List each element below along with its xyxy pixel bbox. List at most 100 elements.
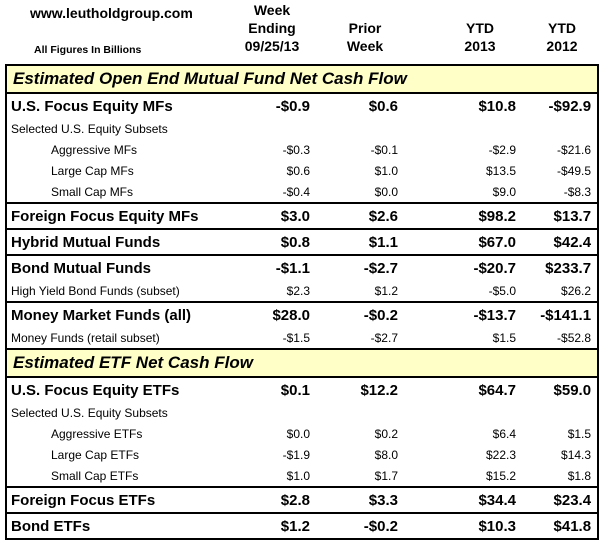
column-header-ytd-2012: YTD 2012: [546, 20, 578, 54]
table-cell: $9.0: [492, 184, 516, 199]
table-cell: $13.7: [522, 202, 600, 229]
table-cell: [522, 118, 600, 139]
table-row: Hybrid Mutual Funds $0.8 $1.1 $67.0 $42.4: [5, 228, 600, 255]
table-cell: $59.0: [522, 376, 600, 402]
table-cell: $0.2: [374, 426, 398, 441]
site-url: www.leutholdgroup.com: [30, 5, 193, 21]
row-label: Large Cap MFs: [5, 160, 239, 181]
table-row: High Yield Bond Funds (subset) $2.3 $1.2 -$…: [5, 280, 600, 302]
table-cell: [404, 118, 522, 139]
table-row: Small Cap ETFs $1.0 $1.7 $15.2 $1.8: [5, 465, 600, 487]
units-note: All Figures In Billions: [34, 44, 142, 56]
table-cell: [404, 402, 522, 423]
table-cell: $0.6: [316, 92, 404, 118]
table-cell: $1.2: [374, 283, 398, 298]
table-cell: -$21.6: [522, 139, 600, 160]
table-row: Large Cap MFs $0.6 $1.0 $13.5 -$49.5: [5, 160, 600, 181]
column-header-week-ending: Week Ending 09/25/13: [244, 2, 300, 54]
table-cell: -$1.1: [239, 254, 316, 280]
table-cell: -$0.3: [282, 142, 310, 157]
row-label: Foreign Focus ETFs: [5, 486, 239, 513]
table-cell: $1.7: [374, 468, 398, 483]
column-header-prior-week: Prior Week: [346, 20, 384, 54]
table-cell: $0.0: [374, 184, 398, 199]
table-cell: -$8.3: [522, 181, 600, 203]
table-row: Selected U.S. Equity Subsets: [5, 402, 600, 423]
table-row: Large Cap ETFs -$1.9 $8.0 $22.3 $14.3: [5, 444, 600, 465]
row-label: Selected U.S. Equity Subsets: [5, 118, 239, 139]
table-cell: $64.7: [404, 376, 522, 402]
table-cell: -$2.7: [316, 254, 404, 280]
table-cell: -$0.9: [239, 92, 316, 118]
table-cell: $233.7: [522, 254, 600, 280]
row-label: Small Cap ETFs: [5, 465, 239, 487]
table-cell: $23.4: [522, 486, 600, 513]
section-title: Estimated ETF Net Cash Flow: [4, 348, 600, 378]
table-cell: -$0.2: [316, 301, 404, 327]
column-header-ytd-2013: YTD 2013: [464, 20, 496, 54]
row-label: Small Cap MFs: [5, 181, 239, 203]
table-cell: $12.2: [316, 376, 404, 402]
row-label: Aggressive MFs: [5, 139, 239, 160]
row-label: Selected U.S. Equity Subsets: [5, 402, 239, 423]
table-cell: -$0.1: [370, 142, 398, 157]
table-header: www.leutholdgroup.com All Figures In Bil…: [0, 0, 600, 62]
table-cell: $1.5: [522, 423, 600, 444]
table-cell: $1.8: [522, 465, 600, 487]
table-cell: $28.0: [239, 301, 316, 327]
table-cell: -$1.5: [282, 330, 310, 345]
table-cell: $15.2: [485, 468, 516, 483]
table-cell: $98.2: [404, 202, 522, 229]
table-cell: -$5.0: [488, 283, 516, 298]
table-cell: $0.1: [239, 376, 316, 402]
table-row: Aggressive MFs -$0.3 -$0.1 -$2.9 -$21.6: [5, 139, 600, 160]
row-label: Money Funds (retail subset): [5, 327, 239, 349]
table-cell: $2.3: [286, 283, 310, 298]
table-cell: $6.4: [492, 426, 516, 441]
table-cell: -$141.1: [522, 301, 600, 327]
table-cell: -$0.2: [316, 512, 404, 540]
table-cell: $1.0: [286, 468, 310, 483]
table-cell: $8.0: [374, 447, 398, 462]
table-row: Aggressive ETFs $0.0 $0.2 $6.4 $1.5: [5, 423, 600, 444]
table-cell: $41.8: [522, 512, 600, 540]
row-label: Hybrid Mutual Funds: [5, 228, 239, 255]
section-header-row: Estimated Open End Mutual Fund Net Cash …: [4, 64, 600, 94]
table-cell: $2.6: [316, 202, 404, 229]
table-row: Bond Mutual Funds -$1.1 -$2.7 -$20.7 $233.7: [5, 254, 600, 280]
row-label: Money Market Funds (all): [5, 301, 239, 327]
row-label: Large Cap ETFs: [5, 444, 239, 465]
table-cell: $14.3: [522, 444, 600, 465]
table-cell: $1.1: [316, 228, 404, 255]
row-label: U.S. Focus Equity ETFs: [5, 376, 239, 402]
table-cell: $3.0: [239, 202, 316, 229]
table-cell: $13.5: [485, 163, 516, 178]
table-cell: $67.0: [404, 228, 522, 255]
section-title: Estimated Open End Mutual Fund Net Cash …: [4, 64, 600, 94]
table-row: U.S. Focus Equity ETFs $0.1 $12.2 $64.7 $59.…: [5, 376, 600, 402]
table-cell: $3.3: [316, 486, 404, 513]
table-cell: $0.0: [286, 426, 310, 441]
table-row: Money Funds (retail subset) -$1.5 -$2.7 $1.…: [5, 327, 600, 349]
section-header-row: Estimated ETF Net Cash Flow: [4, 348, 600, 378]
row-label: U.S. Focus Equity MFs: [5, 92, 239, 118]
table-row: Money Market Funds (all) $28.0 -$0.2 -$13.7…: [5, 301, 600, 327]
table-row: Selected U.S. Equity Subsets: [5, 118, 600, 139]
table-row: Foreign Focus ETFs $2.8 $3.3 $34.4 $23.4: [5, 486, 600, 513]
table-cell: [239, 118, 316, 139]
table-cell: $34.4: [404, 486, 522, 513]
table-cell: -$2.9: [488, 142, 516, 157]
table-cell: -$92.9: [522, 92, 600, 118]
table-cell: $26.2: [522, 280, 600, 302]
fund-flow-table: Estimated Open End Mutual Fund Net Cash …: [4, 64, 600, 540]
table-row: U.S. Focus Equity MFs -$0.9 $0.6 $10.8 -$92.…: [5, 92, 600, 118]
table-cell: [239, 402, 316, 423]
table-cell: -$1.9: [282, 447, 310, 462]
row-label: Bond Mutual Funds: [5, 254, 239, 280]
table-cell: -$0.4: [282, 184, 310, 199]
table-cell: $0.8: [239, 228, 316, 255]
row-label: High Yield Bond Funds (subset): [5, 280, 239, 302]
table-cell: [522, 402, 600, 423]
row-label: Aggressive ETFs: [5, 423, 239, 444]
table-cell: -$20.7: [404, 254, 522, 280]
